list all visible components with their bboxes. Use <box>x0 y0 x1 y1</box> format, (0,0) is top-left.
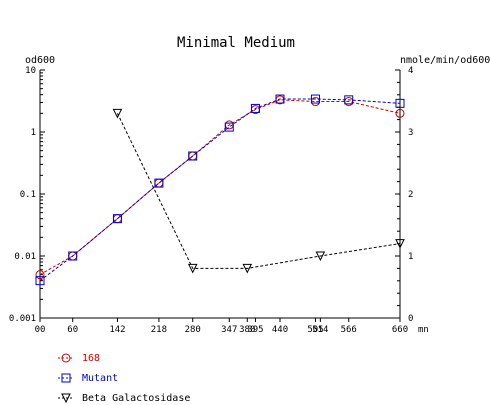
data-point-triangle <box>187 263 198 274</box>
x-unit-label: mn <box>418 325 429 335</box>
data-point-square <box>250 103 260 113</box>
x-tick-label: 660 <box>392 325 408 335</box>
x-tick-label: 395 <box>247 325 263 335</box>
data-point-triangle <box>242 263 253 274</box>
right-tick-label: 2 <box>408 190 413 200</box>
data-point-square <box>68 251 78 261</box>
data-point-square <box>344 95 354 105</box>
x-tick-label: 142 <box>109 325 125 335</box>
data-point-square <box>310 94 320 104</box>
right-tick-label: 4 <box>408 66 413 76</box>
x-tick-label: 440 <box>272 325 288 335</box>
right-axis-label: nmole/min/od600 <box>400 55 490 66</box>
data-point-circle <box>395 108 405 118</box>
x-tick-label: 566 <box>341 325 357 335</box>
square-marker-icon <box>58 373 74 383</box>
legend-item-mutant: Mutant <box>58 372 118 384</box>
left-tick-label: 0.01 <box>14 252 36 262</box>
data-point-square <box>275 94 285 104</box>
data-point-square <box>224 122 234 132</box>
right-tick-label: 3 <box>408 128 413 138</box>
data-point-square <box>112 214 122 224</box>
left-axis-label: od600 <box>25 55 55 66</box>
chart-title: Minimal Medium <box>177 35 295 51</box>
data-point-square <box>154 178 164 188</box>
x-tick-label: 347 <box>221 325 237 335</box>
series-line-mutant <box>39 98 401 282</box>
data-point-triangle <box>112 108 123 119</box>
left-tick-label: 10 <box>25 66 36 76</box>
x-tick-label: 505 <box>307 325 323 335</box>
left-tick-label: 0.001 <box>9 314 36 324</box>
right-tick-label: 1 <box>408 252 413 262</box>
data-point-triangle <box>395 239 405 249</box>
x-tick-label: 218 <box>151 325 167 335</box>
data-point-triangle <box>315 251 326 262</box>
data-point-square <box>35 276 45 286</box>
x-tick-label: 60 <box>67 325 78 335</box>
legend-label-mutant: Mutant <box>82 372 119 384</box>
circle-marker-icon <box>58 353 74 363</box>
legend-label-beta-galactosidase: Beta Galactosidase <box>82 392 191 404</box>
x-tick-label: 380 <box>239 325 255 335</box>
legend-label-168: 168 <box>82 352 101 364</box>
data-point-square <box>395 98 405 108</box>
x-tick-label: 280 <box>185 325 201 335</box>
triangle-marker-icon <box>58 393 74 404</box>
left-tick-label: 0.1 <box>20 190 36 200</box>
legend-item-beta-galactosidase: Beta Galactosidase <box>58 392 190 404</box>
left-tick-label: 1 <box>31 128 36 138</box>
data-point-square <box>188 151 198 161</box>
right-tick-label: 0 <box>408 314 413 324</box>
legend-item-168: 168 <box>58 352 100 364</box>
series-line-168 <box>39 99 401 276</box>
x-tick-label: 00 <box>35 325 46 335</box>
x-tick-label: 514 <box>312 325 328 335</box>
data-point-circle <box>35 270 45 280</box>
series-line-beta-galactosidase <box>117 113 401 269</box>
